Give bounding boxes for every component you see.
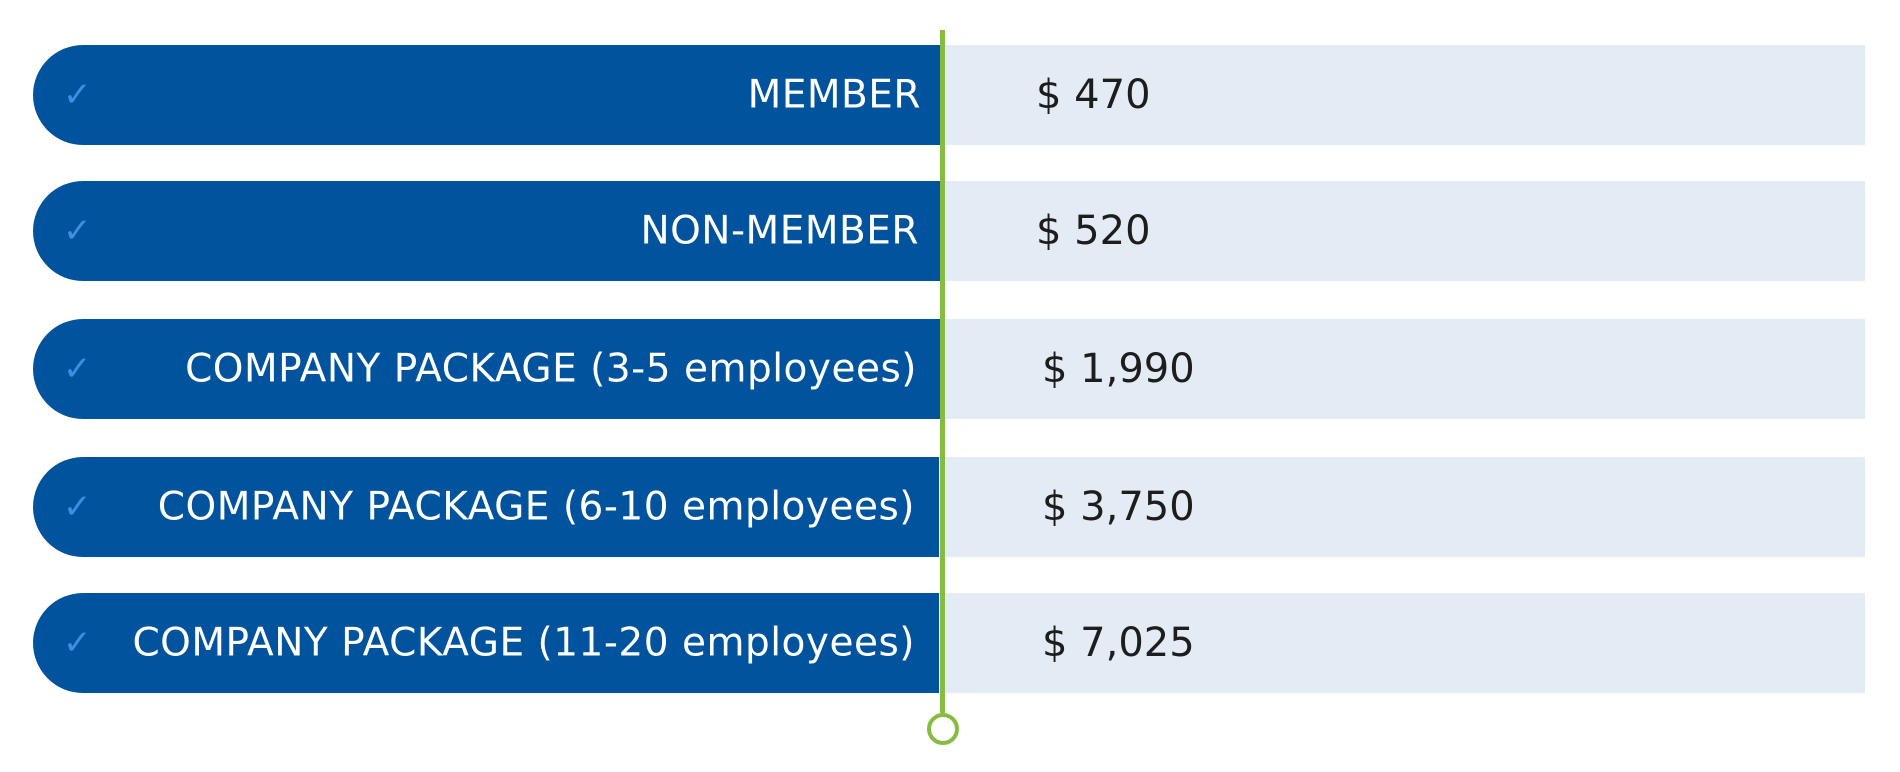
pricing-row-company-6-10: ✓ COMPANY PACKAGE (6-10 employees) $ 3,7…	[0, 457, 1900, 557]
price-cell: $ 7,025	[944, 593, 1865, 693]
price-value: $ 470	[1036, 72, 1151, 118]
pricing-label: MEMBER	[747, 72, 921, 118]
price-value: $ 1,990	[1042, 346, 1195, 392]
pricing-label-pill: ✓ COMPANY PACKAGE (11-20 employees)	[33, 593, 939, 693]
pricing-label: COMPANY PACKAGE (3-5 employees)	[185, 346, 917, 392]
timeline-line	[940, 30, 945, 713]
price-cell: $ 470	[944, 45, 1865, 145]
pricing-label-pill: ✓ COMPANY PACKAGE (6-10 employees)	[33, 457, 939, 557]
pricing-row-company-3-5: ✓ COMPANY PACKAGE (3-5 employees) $ 1,99…	[0, 319, 1900, 419]
checkmark-icon: ✓	[63, 349, 92, 389]
pricing-row-company-11-20: ✓ COMPANY PACKAGE (11-20 employees) $ 7,…	[0, 593, 1900, 693]
pricing-row-non-member: ✓ NON-MEMBER $ 520	[0, 181, 1900, 281]
price-value: $ 7,025	[1042, 620, 1195, 666]
checkmark-icon: ✓	[63, 623, 92, 663]
pricing-label-pill: ✓ COMPANY PACKAGE (3-5 employees)	[33, 319, 941, 419]
pricing-label: COMPANY PACKAGE (11-20 employees)	[132, 620, 915, 666]
pricing-label-pill: ✓ NON-MEMBER	[33, 181, 943, 281]
checkmark-icon: ✓	[63, 211, 92, 251]
checkmark-icon: ✓	[63, 487, 92, 527]
price-value: $ 520	[1036, 208, 1151, 254]
pricing-row-member: ✓ MEMBER $ 470	[0, 45, 1900, 145]
price-cell: $ 3,750	[944, 457, 1865, 557]
price-cell: $ 520	[944, 181, 1865, 281]
pricing-label-pill: ✓ MEMBER	[33, 45, 945, 145]
checkmark-icon: ✓	[63, 75, 92, 115]
pricing-label: NON-MEMBER	[640, 208, 919, 254]
pricing-label: COMPANY PACKAGE (6-10 employees)	[157, 484, 915, 530]
price-cell: $ 1,990	[944, 319, 1865, 419]
price-value: $ 3,750	[1042, 484, 1195, 530]
circle-node-icon	[927, 713, 959, 745]
